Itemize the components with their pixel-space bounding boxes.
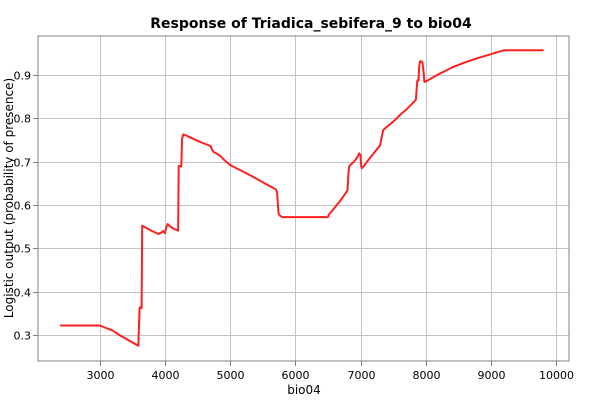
y-tick-label: 0.7	[14, 157, 32, 170]
y-axis: 0.3 0.4 0.5 0.6 0.7 0.8 0.9	[14, 70, 38, 343]
grid	[38, 36, 569, 361]
y-tick-label: 0.3	[14, 330, 32, 343]
x-tick-label: 4000	[152, 369, 180, 382]
plot-frame	[37, 35, 570, 362]
x-tick-label: 5000	[217, 369, 245, 382]
x-tick-label: 8000	[413, 369, 441, 382]
x-tick-label: 6000	[282, 369, 310, 382]
y-tick-label: 0.4	[14, 287, 32, 300]
y-tick-label: 0.6	[14, 200, 32, 213]
y-tick-label: 0.9	[14, 70, 32, 83]
x-axis: 3000 4000 5000 6000 7000 8000 9000 10000	[87, 361, 574, 382]
y-axis-label: Logistic output (probability of presence…	[2, 78, 16, 318]
chart-title: Response of Triadica_sebifera_9 to bio04	[150, 16, 472, 32]
x-tick-label: 7000	[348, 369, 376, 382]
series-line	[59, 49, 544, 347]
x-tick-label: 9000	[478, 369, 506, 382]
x-axis-label: bio04	[287, 383, 321, 397]
x-tick-label: 3000	[87, 369, 115, 382]
y-tick-label: 0.5	[14, 243, 32, 256]
x-tick-label: 10000	[539, 369, 574, 382]
y-tick-label: 0.8	[14, 113, 32, 126]
